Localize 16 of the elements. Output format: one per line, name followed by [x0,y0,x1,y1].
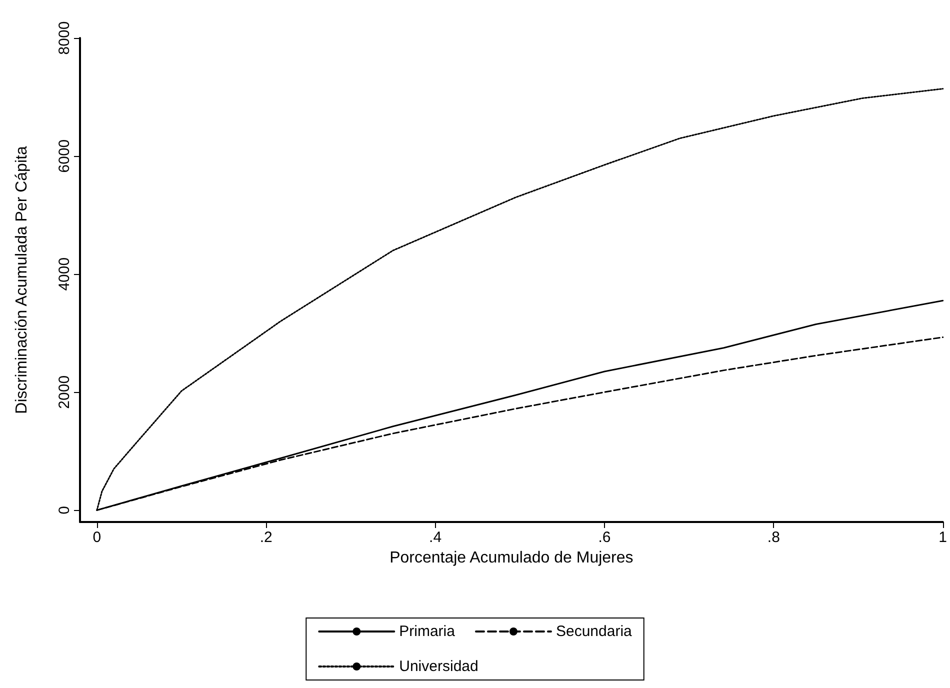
y-tick-label: 8000 [56,21,73,55]
legend-label: Secundaria [556,623,633,640]
x-tick-label: 0 [92,529,102,546]
y-tick-label: 4000 [56,257,73,291]
legend-label: Universidad [399,658,478,675]
y-tick-label: 6000 [56,139,73,173]
y-axis-title: Discriminación Acumulada Per Cápita [14,146,30,414]
x-tick-label: .6 [598,529,611,546]
x-tick-label: .2 [260,529,272,546]
legend-label: Primaria [399,623,456,640]
x-tick-label: 1 [938,529,947,546]
x-tick-label: .8 [767,529,780,546]
x-tick-label: .4 [429,529,442,546]
y-tick-label: 2000 [56,375,73,409]
y-tick-label: 0 [56,506,73,514]
x-axis-title: Porcentaje Acumulado de Mujeres [390,549,634,566]
